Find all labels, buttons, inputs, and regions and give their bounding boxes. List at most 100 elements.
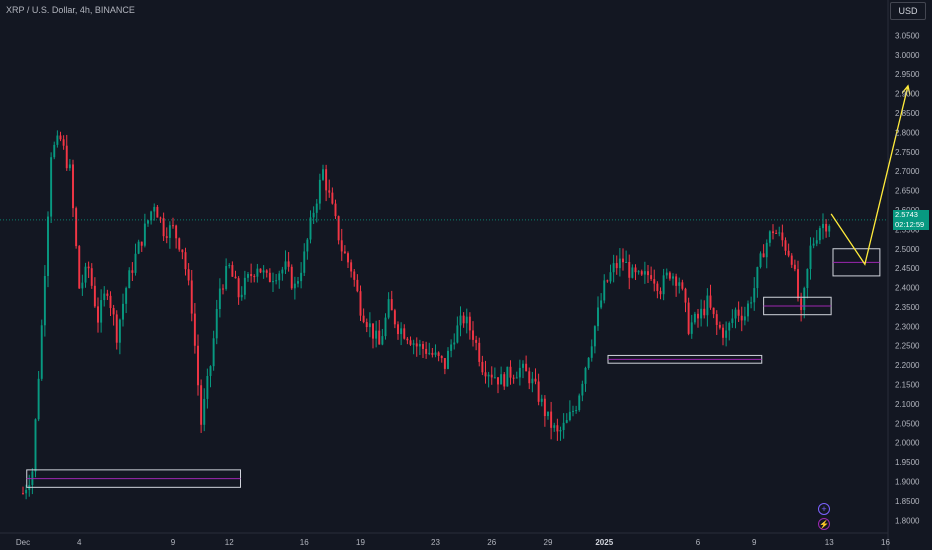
time-tick-label: 26 (487, 538, 496, 547)
time-tick-label: 4 (77, 538, 82, 547)
candle-up (203, 398, 206, 425)
candle-up (278, 273, 281, 281)
candle-down (793, 264, 796, 270)
candle-up (500, 374, 503, 385)
time-tick-label: 19 (356, 538, 365, 547)
candle-up (81, 282, 84, 289)
candle-up (293, 283, 296, 289)
candle-down (675, 276, 678, 286)
candle-up (706, 295, 709, 316)
candle-down (606, 280, 609, 282)
candle-down (472, 330, 474, 340)
candle-down (409, 340, 412, 345)
candle-up (218, 288, 221, 310)
candle-down (378, 330, 381, 345)
candle-down (628, 261, 631, 278)
plus-circle-icon[interactable]: + (818, 503, 830, 515)
candle-down (431, 352, 434, 355)
candle-down (681, 282, 684, 289)
price-tick-label: 2.4000 (895, 284, 920, 293)
candle-down (140, 241, 143, 246)
candle-down (237, 278, 240, 298)
time-tick-label: 29 (544, 538, 553, 547)
candle-up (228, 265, 231, 267)
candle-down (762, 253, 765, 258)
price-tick-label: 2.3500 (895, 303, 920, 312)
candle-down (481, 361, 484, 373)
last-price-value: 2.5743 (895, 210, 918, 219)
candle-up (750, 302, 753, 304)
candle-down (97, 306, 99, 323)
candle-down (222, 288, 224, 290)
candle-up (765, 242, 768, 258)
candle-down (337, 216, 340, 241)
candle-up (578, 395, 581, 411)
candle-up (572, 410, 574, 412)
candle-up (603, 280, 606, 301)
candle-up (728, 322, 731, 331)
candle-up (575, 410, 578, 412)
candle-down (87, 266, 90, 269)
candle-down (175, 225, 178, 239)
candle-up (803, 288, 806, 311)
candle-down (503, 374, 506, 387)
candle-down (787, 250, 790, 256)
candle-up (262, 270, 265, 273)
candle-down (112, 308, 115, 315)
candle-up (303, 251, 306, 273)
candle-up (118, 319, 121, 343)
candles (22, 130, 831, 500)
candle-up (743, 316, 746, 321)
candle-down (172, 225, 174, 227)
candle-down (687, 302, 690, 334)
currency-button[interactable]: USD (890, 2, 926, 20)
candle-down (740, 315, 743, 321)
candle-down (234, 276, 237, 279)
candle-down (253, 276, 256, 278)
candle-up (465, 316, 468, 324)
candle-up (43, 276, 46, 326)
candle-down (372, 323, 374, 339)
candle-up (240, 294, 243, 298)
candle-down (325, 169, 328, 191)
candle-up (559, 430, 562, 432)
price-tick-label: 2.7500 (895, 148, 920, 157)
candle-down (231, 265, 234, 277)
candle-up (375, 330, 378, 339)
candle-down (615, 263, 618, 269)
candle-down (59, 135, 62, 140)
bar-countdown: 02:12:59 (895, 220, 925, 229)
candle-up (637, 271, 640, 273)
candle-down (718, 324, 721, 328)
projection-line (830, 85, 909, 266)
time-axis[interactable]: Dec 4 9 12 16 19 23 26 29 2025 6 9 13 16 (16, 538, 891, 547)
lightning-circle-icon[interactable]: ⚡ (818, 518, 830, 530)
candle-down (178, 238, 181, 250)
candle-up (506, 366, 509, 387)
candle-up (700, 308, 703, 319)
candle-down (443, 358, 446, 369)
candle-down (437, 352, 440, 356)
candle-down (65, 145, 68, 169)
candle-down (722, 327, 724, 338)
candle-up (418, 344, 421, 347)
candle-down (78, 246, 81, 289)
candle-down (790, 255, 793, 265)
time-tick-label: 16 (300, 538, 309, 547)
time-tick-label: 6 (696, 538, 701, 547)
candle-up (731, 318, 734, 323)
candle-up (815, 240, 818, 244)
candle-up (725, 330, 728, 338)
candle-up (434, 352, 437, 355)
candle-down (190, 280, 193, 314)
candle-down (647, 271, 649, 276)
candle-up (487, 374, 490, 377)
candle-down (62, 139, 65, 146)
price-tick-label: 1.8000 (895, 516, 920, 525)
candle-down (534, 378, 537, 382)
price-axis[interactable]: 1.8000 1.8500 1.9000 1.9500 2.0000 2.0500 2.10… (895, 31, 920, 525)
candle-up (778, 232, 781, 234)
